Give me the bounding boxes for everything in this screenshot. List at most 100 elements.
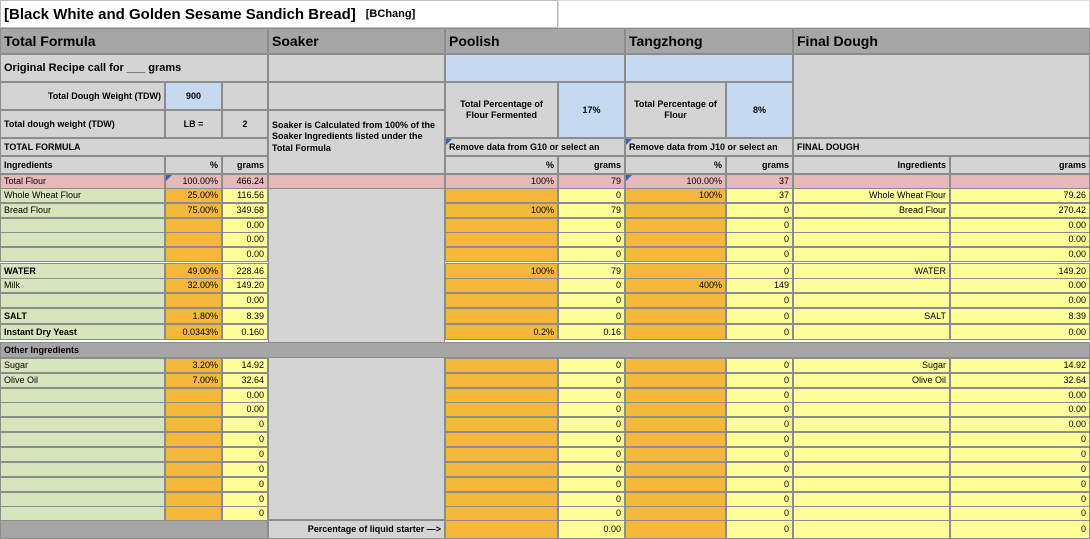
final-name[interactable] [793,174,950,189]
soaker-blank[interactable] [268,54,445,82]
poolish-grams[interactable]: 0 [558,188,625,203]
poolish-grams[interactable]: 0 [558,247,625,262]
poolish-grams[interactable]: 0 [558,492,625,507]
ingredient-pct[interactable]: 32.00% [165,278,222,293]
ingredient-name[interactable] [0,402,165,417]
ingredient-pct[interactable] [165,506,222,521]
poolish-grams[interactable]: 0 [558,373,625,388]
tang-pct-cell[interactable] [625,247,726,262]
final-grams[interactable]: 0.00 [950,247,1090,262]
soaker-blank-2[interactable] [268,82,445,110]
poolish-pct-cell[interactable] [445,232,558,247]
tang-pct-cell[interactable] [625,462,726,477]
poolish-pct-cell[interactable] [445,506,558,521]
final-grams[interactable]: 0 [950,432,1090,447]
final-name[interactable] [793,247,950,262]
ingredient-name[interactable]: Total Flour [0,174,165,189]
tang-pct-cell[interactable] [625,293,726,308]
ingredient-name[interactable] [0,388,165,403]
ingredient-pct[interactable]: 7.00% [165,373,222,388]
final-name[interactable] [793,293,950,308]
ingredient-name[interactable]: Bread Flour [0,203,165,218]
ingredient-name[interactable] [0,477,165,492]
tang-pct-cell[interactable]: 400% [625,278,726,293]
poolish-grams[interactable]: 0 [558,447,625,462]
tang-grams[interactable]: 0 [726,203,793,218]
ingredient-grams[interactable]: 0.00 [222,293,268,308]
tang-pct-cell[interactable] [625,506,726,521]
ingredient-name[interactable]: WATER [0,263,165,279]
poolish-pct-cell[interactable] [445,293,558,308]
final-name[interactable]: Sugar [793,358,950,373]
tang-pct-cell[interactable] [625,447,726,462]
ingredient-name[interactable] [0,417,165,432]
ingredient-pct[interactable] [165,447,222,462]
ingredient-name[interactable]: SALT [0,308,165,324]
poolish-pct-cell[interactable] [445,278,558,293]
ingredient-pct[interactable]: 3.20% [165,358,222,373]
final-grams[interactable]: 8.39 [950,308,1090,324]
poolish-pct-cell[interactable]: 100% [445,174,558,189]
ingredient-grams[interactable]: 0 [222,462,268,477]
tang-grams[interactable]: 0 [726,447,793,462]
tang-grams[interactable]: 0 [726,506,793,521]
poolish-pct-cell[interactable] [445,447,558,462]
tang-grams[interactable]: 0 [726,232,793,247]
ingredient-name[interactable] [0,492,165,507]
tang-grams[interactable]: 37 [726,174,793,189]
ingredient-grams[interactable]: 8.39 [222,308,268,324]
final-name[interactable]: WATER [793,263,950,279]
poolish-pct-cell[interactable] [445,492,558,507]
poolish-grams[interactable]: 0 [558,232,625,247]
poolish-grams[interactable]: 0.16 [558,324,625,340]
ingredient-pct[interactable] [165,388,222,403]
ingredient-pct[interactable] [165,417,222,432]
tang-pct-cell[interactable]: 100.00% [625,174,726,189]
poolish-grams[interactable]: 0 [558,218,625,233]
ingredient-pct[interactable]: 75.00% [165,203,222,218]
tang-grams[interactable]: 0 [726,432,793,447]
final-grams[interactable]: 0 [950,506,1090,521]
poolish-pct-cell[interactable] [445,188,558,203]
final-grams[interactable]: 149.20 [950,263,1090,279]
poolish-pct-cell[interactable]: 100% [445,263,558,279]
final-grams[interactable]: 32.64 [950,373,1090,388]
tang-grams[interactable]: 37 [726,188,793,203]
ingredient-grams[interactable]: 0 [222,506,268,521]
final-name[interactable] [793,462,950,477]
tang-pct-cell[interactable] [625,402,726,417]
title-cell[interactable]: [Black White and Golden Sesame Sandich B… [0,0,558,28]
ingredient-name[interactable] [0,432,165,447]
tang-pct-cell[interactable] [625,373,726,388]
tang-pct-cell[interactable] [625,492,726,507]
orig-recipe-cell[interactable]: Original Recipe call for ___ grams [0,54,268,82]
ingredient-grams[interactable]: 116.56 [222,188,268,203]
tang-pct-cell[interactable] [625,477,726,492]
section-poolish[interactable]: Poolish [445,28,625,54]
final-grams[interactable]: 0 [950,520,1090,539]
ingredient-name[interactable]: Instant Dry Yeast [0,324,165,340]
ingredient-grams[interactable]: 0 [222,432,268,447]
ingredient-grams[interactable]: 0 [222,447,268,462]
final-name[interactable]: Whole Wheat Flour [793,188,950,203]
tang-pct-cell[interactable] [625,432,726,447]
tang-pct[interactable] [625,520,726,539]
tdw-value[interactable]: 900 [165,82,222,110]
tang-grams[interactable]: 149 [726,278,793,293]
poolish-grams[interactable]: 0 [558,388,625,403]
final-name[interactable] [793,417,950,432]
tang-grams[interactable]: 0 [726,492,793,507]
final-grams[interactable]: 0.00 [950,232,1090,247]
final-grams[interactable]: 0 [950,447,1090,462]
tang-grams[interactable]: 0 [726,417,793,432]
poolish-grams[interactable]: 0 [558,308,625,324]
ingredient-grams[interactable]: 349.68 [222,203,268,218]
tang-pct-cell[interactable] [625,417,726,432]
tang-pct-cell[interactable] [625,218,726,233]
poolish-grams[interactable]: 0 [558,417,625,432]
poolish-grams[interactable]: 0 [558,293,625,308]
tang-grams[interactable]: 0 [726,324,793,340]
ingredient-name[interactable] [0,232,165,247]
soaker-total-flour[interactable] [268,174,445,189]
final-grams[interactable]: 0.00 [950,388,1090,403]
